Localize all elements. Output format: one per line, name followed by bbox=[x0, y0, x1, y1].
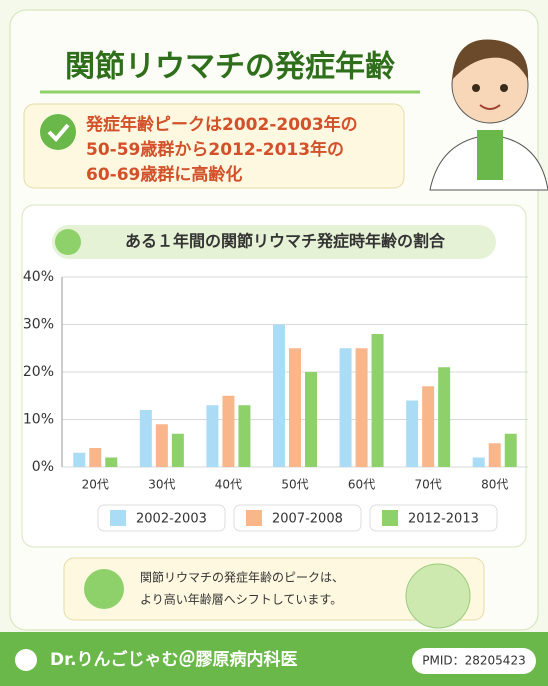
callout-line: 発症年齢ピークは2002-2003年の bbox=[85, 114, 358, 135]
chart-title-pill bbox=[52, 225, 496, 259]
x-tick-label: 30代 bbox=[148, 478, 175, 492]
legend-swatch bbox=[110, 510, 126, 526]
apple-icon bbox=[55, 229, 81, 255]
legend-label: 2002-2003 bbox=[136, 512, 207, 527]
pmid-pill bbox=[412, 648, 536, 674]
check-mark bbox=[47, 123, 70, 142]
bar bbox=[371, 334, 384, 467]
bar bbox=[206, 405, 219, 467]
y-tick-label: 0% bbox=[32, 459, 54, 475]
bar bbox=[73, 452, 86, 467]
x-tick-label: 20代 bbox=[82, 478, 109, 492]
bar bbox=[105, 457, 118, 467]
chart-title: ある１年間の関節リウマチ発症時年齢の割合 bbox=[125, 232, 446, 251]
bar bbox=[238, 405, 251, 467]
y-tick-label: 30% bbox=[23, 317, 54, 333]
legend-label: 2007-2008 bbox=[272, 512, 343, 527]
legend-box bbox=[97, 504, 226, 532]
note-box bbox=[63, 557, 485, 621]
bar bbox=[438, 367, 451, 467]
legend-label: 2012-2013 bbox=[408, 512, 479, 527]
bar bbox=[504, 433, 517, 467]
y-tick-label: 10% bbox=[23, 412, 54, 428]
title: 関節リウマチの発症年齢 bbox=[65, 50, 395, 85]
y-tick-label: 40% bbox=[23, 269, 54, 285]
bar bbox=[289, 348, 301, 467]
bar bbox=[305, 372, 317, 467]
bar bbox=[355, 348, 368, 467]
bar bbox=[406, 400, 419, 467]
bar bbox=[488, 443, 501, 467]
bar bbox=[422, 386, 435, 467]
footer-apple bbox=[15, 649, 37, 671]
legend-swatch bbox=[246, 510, 262, 526]
bulb-icon bbox=[84, 569, 124, 609]
apple-decoration bbox=[405, 563, 471, 629]
y-tick-label: 20% bbox=[23, 364, 54, 380]
bar bbox=[89, 448, 102, 467]
x-tick-label: 50代 bbox=[281, 478, 308, 492]
x-tick-label: 60代 bbox=[348, 478, 375, 492]
legend-box bbox=[233, 504, 362, 532]
bar bbox=[171, 433, 184, 467]
footer-author: Dr.りんごじゃむ＠膠原病内科医 bbox=[50, 649, 298, 670]
check-icon bbox=[40, 114, 76, 150]
legend-swatch bbox=[382, 510, 398, 526]
callout-box bbox=[23, 103, 405, 189]
pmid: PMID：28205423 bbox=[422, 654, 525, 668]
legend-box bbox=[369, 504, 498, 532]
bar bbox=[155, 424, 168, 467]
bar bbox=[139, 410, 152, 467]
x-tick-label: 40代 bbox=[215, 478, 242, 492]
callout-line: 50-59歳群から2012-2013年の bbox=[86, 139, 344, 160]
doctor-illustration bbox=[429, 39, 548, 191]
note-line: より高い年齢層へシフトしています。 bbox=[140, 592, 342, 607]
x-tick-label: 80代 bbox=[481, 478, 508, 492]
x-tick-label: 70代 bbox=[415, 478, 442, 492]
bar bbox=[222, 395, 235, 467]
bar bbox=[339, 348, 352, 467]
bar bbox=[273, 324, 285, 467]
bar bbox=[472, 457, 485, 467]
callout-line: 60-69歳群に高齢化 bbox=[86, 164, 242, 185]
note-line: 関節リウマチの発症年齢のピークは、 bbox=[140, 570, 344, 585]
